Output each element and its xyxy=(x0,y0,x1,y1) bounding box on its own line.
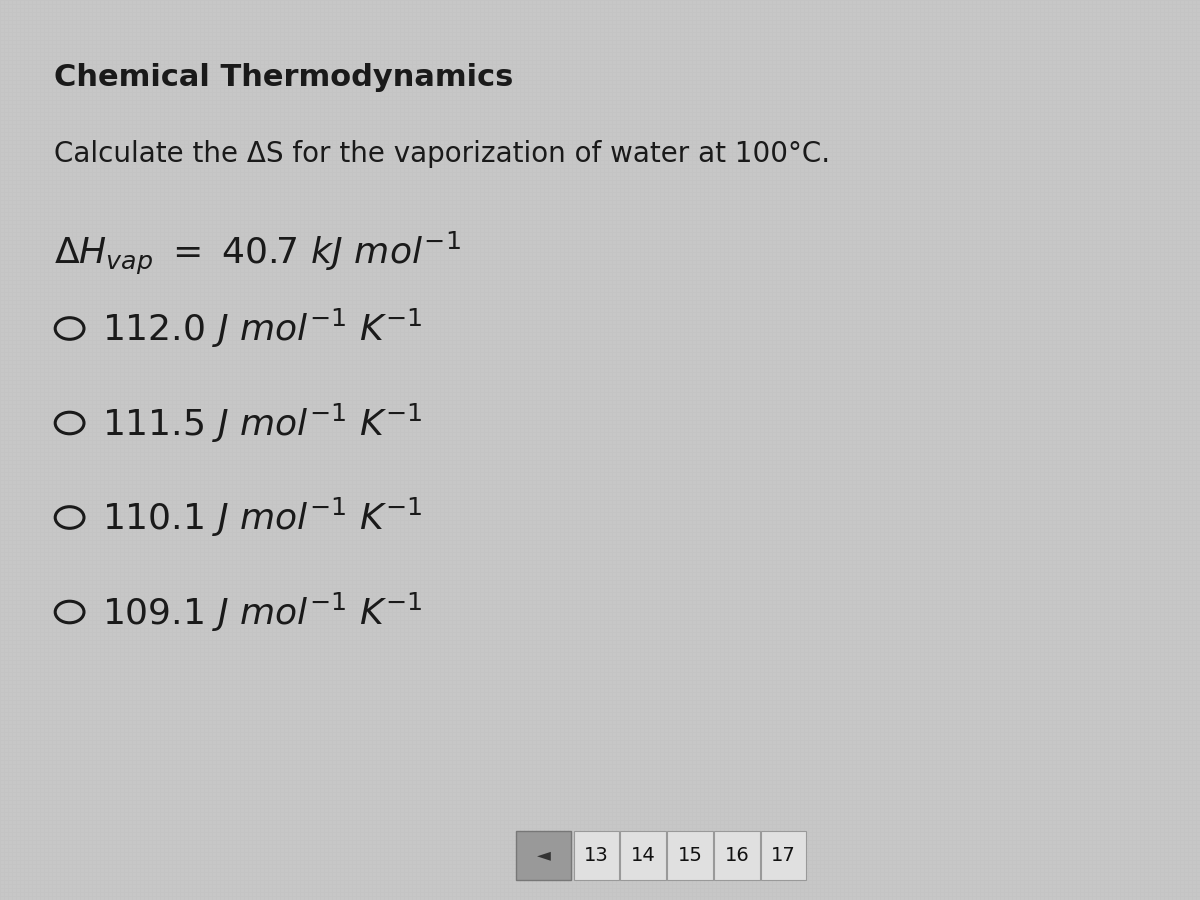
Text: $\Delta H_{vap}\ =\ 40.7\ kJ\ mol^{-1}$: $\Delta H_{vap}\ =\ 40.7\ kJ\ mol^{-1}$ xyxy=(54,230,461,277)
Text: 17: 17 xyxy=(772,846,796,865)
FancyBboxPatch shape xyxy=(714,831,760,880)
Text: $110.1\ J\ mol^{-1}\ K^{-1}$: $110.1\ J\ mol^{-1}\ K^{-1}$ xyxy=(102,496,422,539)
Text: $111.5\ J\ mol^{-1}\ K^{-1}$: $111.5\ J\ mol^{-1}\ K^{-1}$ xyxy=(102,401,422,445)
FancyBboxPatch shape xyxy=(516,831,571,880)
Text: ◄: ◄ xyxy=(536,846,551,864)
Text: 15: 15 xyxy=(678,846,702,865)
FancyBboxPatch shape xyxy=(620,831,666,880)
Text: 14: 14 xyxy=(631,846,655,865)
FancyBboxPatch shape xyxy=(574,831,619,880)
Text: $109.1\ J\ mol^{-1}\ K^{-1}$: $109.1\ J\ mol^{-1}\ K^{-1}$ xyxy=(102,590,422,634)
Text: $112.0\ J\ mol^{-1}\ K^{-1}$: $112.0\ J\ mol^{-1}\ K^{-1}$ xyxy=(102,307,422,350)
Text: Chemical Thermodynamics: Chemical Thermodynamics xyxy=(54,63,514,92)
Text: Calculate the ΔS for the vaporization of water at 100°C.: Calculate the ΔS for the vaporization of… xyxy=(54,140,830,167)
FancyBboxPatch shape xyxy=(761,831,806,880)
FancyBboxPatch shape xyxy=(667,831,713,880)
Text: 13: 13 xyxy=(584,846,608,865)
Text: 16: 16 xyxy=(725,846,749,865)
